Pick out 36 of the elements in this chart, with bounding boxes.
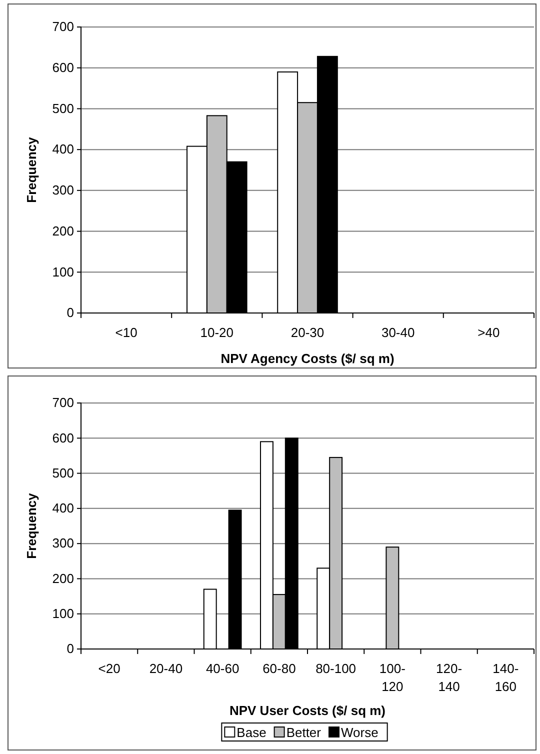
y-tick-label: 400 xyxy=(52,142,74,157)
x-tick-label: 60-80 xyxy=(262,661,296,676)
y-tick-label: 500 xyxy=(52,465,74,480)
x-tick-label: 140-160 xyxy=(492,661,519,694)
x-tick-label: >40 xyxy=(478,325,500,340)
y-tick-label: 0 xyxy=(66,305,74,320)
x-tick-label: 120-140 xyxy=(436,661,462,694)
y-tick-label: 700 xyxy=(52,395,74,410)
y-tick-label: 100 xyxy=(52,264,74,280)
x-axis-title: NPV Agency Costs ($/ sq m) xyxy=(220,351,394,366)
y-axis-title: Frequency xyxy=(24,136,39,203)
y-tick-label: 400 xyxy=(52,500,74,516)
y-tick-label: 300 xyxy=(52,536,74,551)
x-tick-label: <20 xyxy=(98,661,120,676)
y-tick-label: 500 xyxy=(52,100,74,116)
x-tick-label: 80-100 xyxy=(316,661,356,676)
y-tick-label: 700 xyxy=(52,19,74,34)
legend-label: Base xyxy=(236,725,266,740)
x-tick-label: 20-40 xyxy=(149,661,183,676)
y-axis-title: Frequency xyxy=(24,492,39,559)
x-tick-label: 10-20 xyxy=(200,325,234,340)
x-axis-title: NPV User Costs ($/ sq m) xyxy=(229,703,386,718)
x-tick-label: 20-30 xyxy=(290,325,324,340)
x-tick-label: 100-120 xyxy=(379,661,406,694)
x-tick-label: 30-40 xyxy=(381,325,415,340)
y-tick-label: 0 xyxy=(66,641,74,656)
y-tick-label: 600 xyxy=(52,60,74,76)
x-tick-label: <10 xyxy=(115,325,138,340)
y-tick-label: 600 xyxy=(52,430,74,446)
y-tick-label: 200 xyxy=(52,570,74,586)
y-tick-label: 300 xyxy=(52,182,74,198)
legend-label: Worse xyxy=(341,725,378,740)
legend-label: Better xyxy=(286,725,322,740)
x-tick-label: 40-60 xyxy=(206,661,240,676)
y-tick-label: 100 xyxy=(52,606,74,622)
y-tick-label: 200 xyxy=(52,223,74,238)
